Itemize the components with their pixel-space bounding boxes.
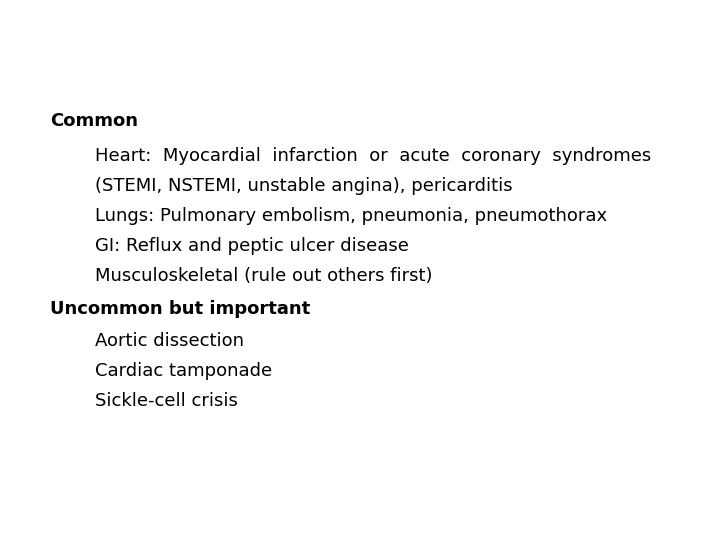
Text: Sickle-cell crisis: Sickle-cell crisis — [95, 392, 238, 410]
Text: Uncommon but important: Uncommon but important — [50, 300, 310, 318]
Text: Lungs: Pulmonary embolism, pneumonia, pneumothorax: Lungs: Pulmonary embolism, pneumonia, pn… — [95, 207, 607, 225]
Text: Aortic dissection: Aortic dissection — [95, 332, 244, 350]
Text: Musculoskeletal (rule out others first): Musculoskeletal (rule out others first) — [95, 267, 433, 285]
Text: (STEMI, NSTEMI, unstable angina), pericarditis: (STEMI, NSTEMI, unstable angina), perica… — [95, 177, 513, 195]
Text: Cardiac tamponade: Cardiac tamponade — [95, 362, 272, 380]
Text: GI: Reflux and peptic ulcer disease: GI: Reflux and peptic ulcer disease — [95, 237, 409, 255]
Text: Heart:  Myocardial  infarction  or  acute  coronary  syndromes: Heart: Myocardial infarction or acute co… — [95, 147, 652, 165]
Text: Common: Common — [50, 112, 138, 130]
